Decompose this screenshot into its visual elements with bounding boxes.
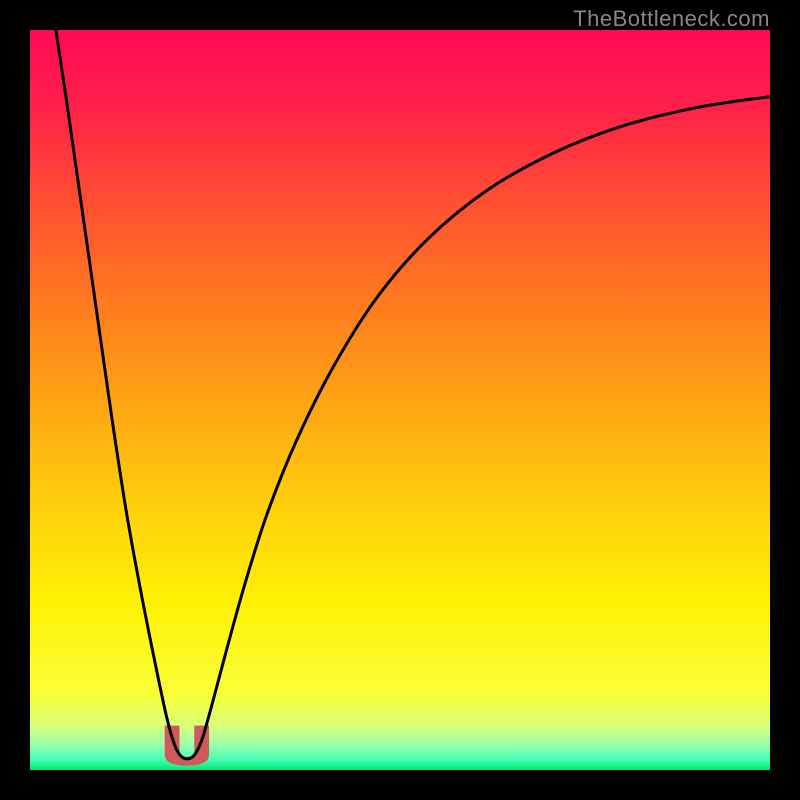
plot-area [30,30,770,770]
chart-svg [30,30,770,770]
watermark-text: TheBottleneck.com [573,6,770,32]
chart-frame: TheBottleneck.com [0,0,800,800]
gradient-background [30,30,770,770]
